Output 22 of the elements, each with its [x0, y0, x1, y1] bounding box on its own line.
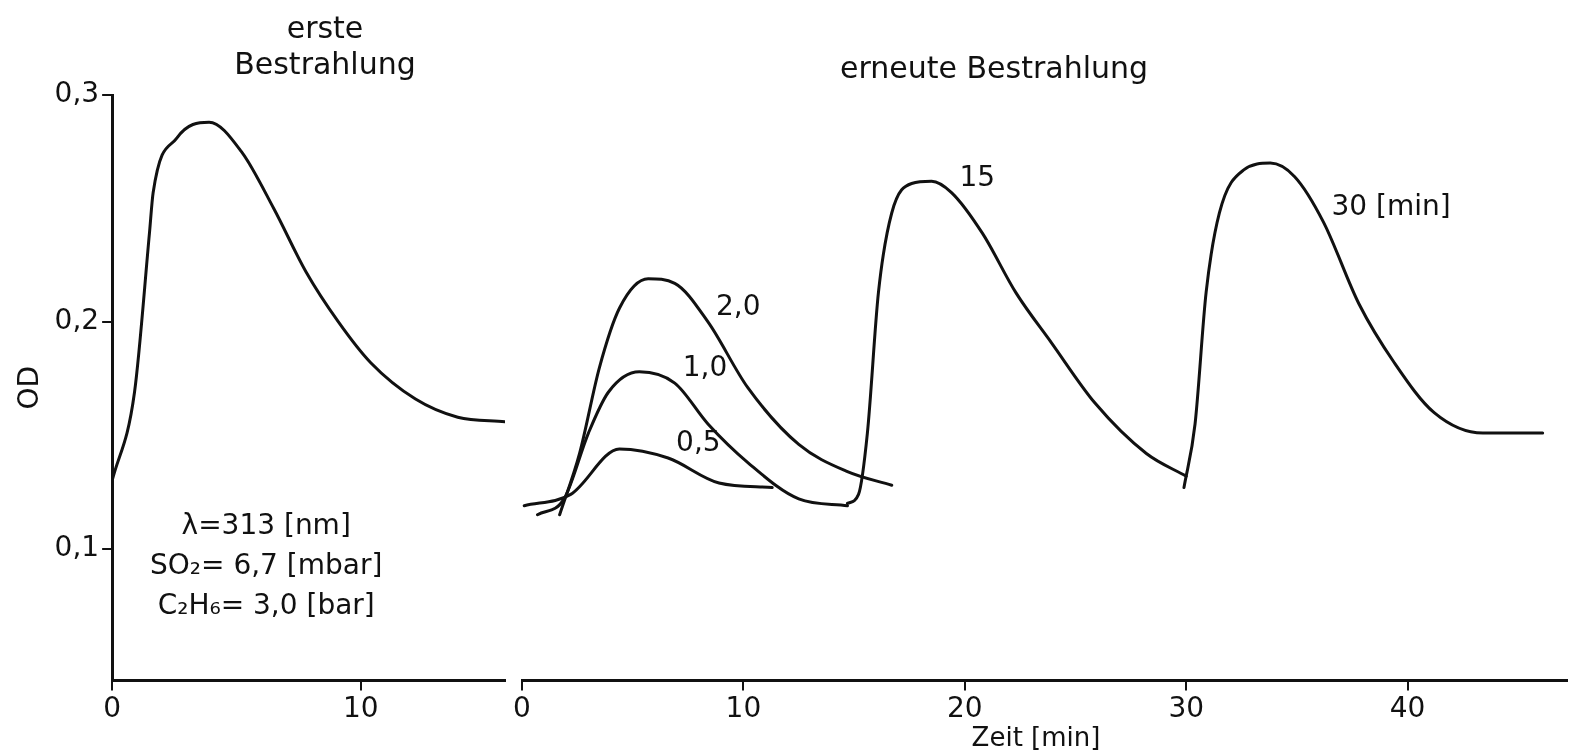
- annotation: C₂H₆= 3,0 [bar]: [156, 587, 376, 623]
- chart-title: erneute Bestrahlung: [840, 50, 1149, 85]
- y-tick-label: 0,2: [54, 303, 100, 337]
- series-label: 0,5: [676, 425, 721, 459]
- x-tick-label: 0: [513, 691, 531, 725]
- x-axis-title: Zeit [min]: [971, 722, 1101, 752]
- x-tick-label: 30: [1168, 691, 1205, 725]
- x-tick-label: 40: [1389, 691, 1426, 725]
- x-tick-label: 0: [103, 691, 122, 725]
- x-tick-label: 10: [342, 691, 379, 725]
- chart-title: erste Bestrahlung: [233, 10, 417, 82]
- series-label: 30 [min]: [1331, 189, 1451, 223]
- series-label: 2,0: [715, 289, 761, 323]
- y-tick-label: 0,3: [54, 76, 100, 110]
- y-tick-label: 0,1: [54, 530, 100, 564]
- series-label: 15: [959, 159, 996, 193]
- y-axis-title: OD: [12, 365, 46, 410]
- annotation: SO₂= 6,7 [mbar]: [150, 547, 383, 583]
- x-tick-label: 20: [946, 691, 983, 725]
- annotation: λ=313 [nm]: [180, 507, 352, 543]
- x-tick-label: 10: [725, 691, 762, 725]
- series-label: 1,0: [682, 350, 728, 384]
